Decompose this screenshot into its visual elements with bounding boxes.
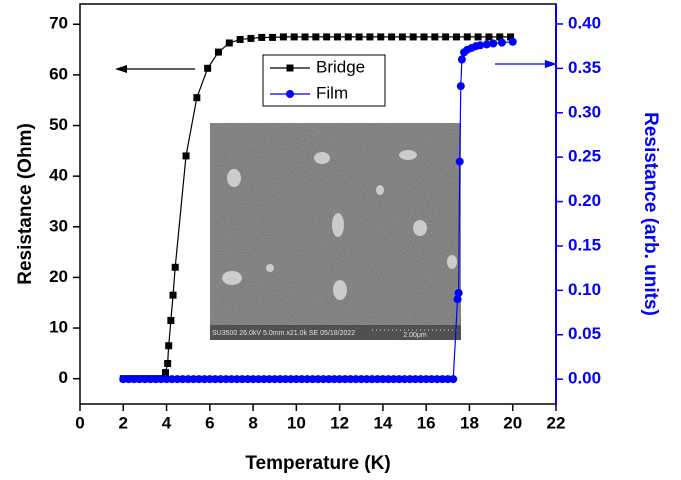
marker [301,33,309,41]
marker [182,152,190,160]
marker [489,39,498,48]
y2-tick-label: 0.05 [568,324,601,343]
y-tick-label: 30 [49,216,68,235]
x-tick-label: 20 [503,413,522,432]
marker [454,289,463,298]
marker [171,263,179,271]
y2-tick-label: 0.10 [568,280,601,299]
marker [269,33,277,41]
marker [312,33,320,41]
x-tick-label: 8 [248,413,257,432]
y2-tick-label: 0.00 [568,369,601,388]
legend-box [262,54,386,107]
x-tick-label: 12 [330,413,349,432]
x-tick-label: 14 [373,413,392,432]
marker [457,55,466,64]
marker [508,37,517,46]
y2-tick-label: 0.15 [568,235,601,254]
marker [420,33,428,41]
marker [476,41,485,50]
inset-scale-bar: 2.00μm [403,332,427,339]
marker [463,33,471,41]
x-tick-label: 4 [162,413,172,432]
marker [449,375,458,384]
x-tick-label: 22 [547,413,566,432]
marker [485,33,493,41]
marker [161,369,169,377]
marker [286,64,294,72]
marker [236,35,244,43]
x-tick-label: 6 [205,413,214,432]
marker [286,90,294,98]
y-tick-label: 50 [49,115,68,134]
marker [431,33,439,41]
y2-tick-label: 0.40 [568,13,601,32]
marker [398,33,406,41]
inset-image: SU3500 26.0kV 5.0mm x21.0k SE 05/18/2022… [210,123,461,340]
y2-tick-label: 0.30 [568,102,601,121]
marker [456,82,465,91]
inset-caption: SU3500 26.0kV 5.0mm x21.0k SE 05/18/2022 [212,330,355,337]
y2-tick-label: 0.25 [568,147,601,166]
legend-label: Film [316,83,348,102]
marker [333,33,341,41]
marker [344,33,352,41]
marker [279,33,287,41]
marker [167,316,175,324]
marker [453,295,462,304]
marker [482,40,491,49]
y2-tick-label: 0.35 [568,58,601,77]
y-tick-label: 20 [49,267,68,286]
marker [442,33,450,41]
marker [165,342,173,350]
y2-axis-title: Resistance (arb. units) [640,112,661,316]
y-tick-label: 40 [49,166,68,185]
marker [290,33,298,41]
y-tick-label: 70 [49,14,68,33]
x-tick-label: 16 [417,413,436,432]
marker [455,157,464,166]
marker [474,33,482,41]
x-tick-label: 18 [460,413,479,432]
marker [388,33,396,41]
marker [507,33,515,41]
marker [377,33,385,41]
marker [497,38,506,47]
marker [193,94,201,102]
y2-tick-label: 0.20 [568,191,601,210]
y-axis-title: Resistance (Ohm) [15,123,36,285]
marker [169,291,177,299]
marker [409,33,417,41]
legend-label: Bridge [316,57,365,76]
marker [225,39,233,47]
marker [355,33,363,41]
marker [452,33,460,41]
marker [258,33,266,41]
marker [214,48,222,56]
marker [323,33,331,41]
marker [247,34,255,42]
x-tick-label: 0 [75,413,84,432]
x-tick-label: 10 [287,413,306,432]
marker [366,33,374,41]
annotation-arrows [115,60,557,73]
y-tick-label: 10 [49,318,68,337]
marker [496,33,504,41]
x-tick-label: 2 [119,413,128,432]
y-tick-label: 60 [49,64,68,83]
x-axis-title: Temperature (K) [245,453,390,474]
marker [204,64,212,72]
marker [164,359,172,367]
y-tick-label: 0 [59,368,68,387]
